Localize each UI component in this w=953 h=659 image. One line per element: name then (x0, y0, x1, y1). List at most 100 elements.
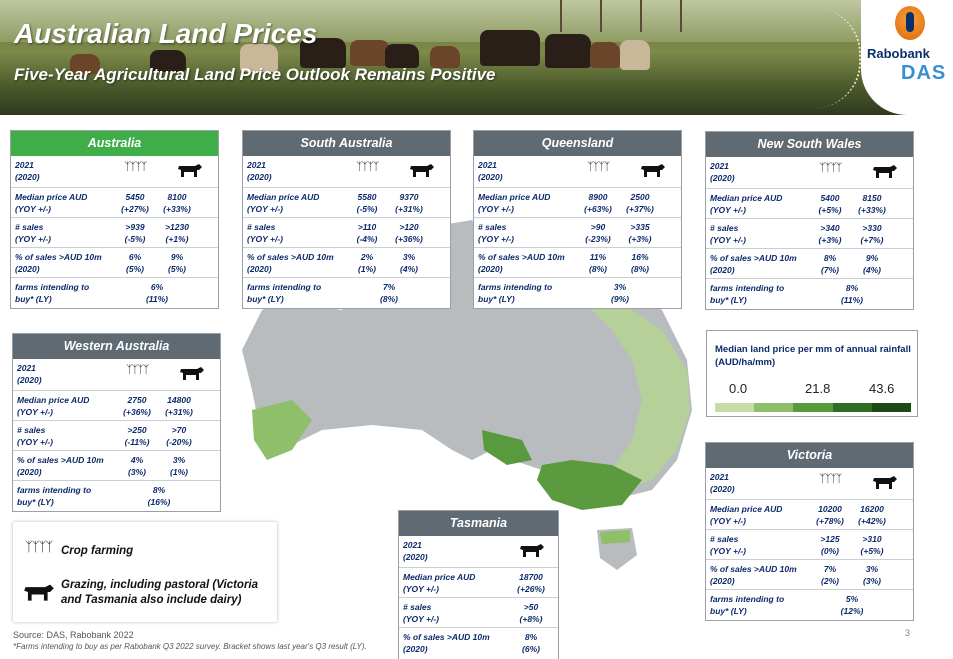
tasmania-north (600, 530, 630, 544)
crop-value: 10200 (818, 504, 842, 514)
grazing-change: (-20%) (166, 437, 192, 447)
crop-change: (+78%) (816, 516, 844, 526)
cow-icon (873, 476, 897, 489)
eastern-belt (582, 290, 690, 490)
legend-color-scale (715, 403, 912, 412)
pct-sales-row: % of sales >AUD 10m (2020) 8% (6%) (399, 627, 558, 657)
farms-row: farms intending to buy* (LY) 7% (8%) (243, 277, 450, 307)
grazing-change: (6%) (522, 644, 540, 654)
cow-photo (590, 42, 620, 68)
row-sublabel: (YOY +/-) (710, 205, 746, 215)
cow-icon (410, 164, 434, 177)
fence-post (680, 0, 682, 32)
sw-wa-region (252, 400, 312, 460)
page-title: Australian Land Prices (14, 18, 318, 49)
row-label: % of sales >AUD 10m (710, 564, 797, 574)
row-sublabel: (YOY +/-) (403, 614, 439, 624)
row-sublabel: (YOY +/-) (710, 546, 746, 556)
farms-value: 3% (613, 282, 627, 292)
victoria-region (537, 460, 642, 510)
legend-swatch (754, 403, 794, 412)
crop-value: 5450 (125, 192, 145, 202)
farms-last-year: (8%) (380, 294, 398, 304)
row-label: Median price AUD (710, 504, 783, 514)
card-year-row: 2021 (2020) ᛉᛉᛉᛉ (474, 156, 681, 187)
crop-change: (+63%) (584, 204, 612, 214)
crop-change: (-4%) (356, 234, 378, 244)
card-victoria: Victoria 2021 (2020) ᛉᛉᛉᛉ Median price AU… (705, 442, 914, 621)
median-price-row: Median price AUD (YOY +/-) 18700 (+26%) (399, 567, 558, 597)
year-label: 2021 (710, 161, 729, 171)
cow-icon (180, 367, 204, 380)
row-label: # sales (710, 223, 739, 233)
pct-sales-row: % of sales >AUD 10m (2020) 8% (7%) 9% (4%) (706, 248, 913, 278)
row-sublabel: (2020) (15, 264, 40, 274)
key-grazing-line2: and Tasmania also include dairy) (61, 594, 242, 606)
row-sublabel: (YOY +/-) (247, 204, 283, 214)
farms-value: 5% (845, 594, 859, 604)
crop-change: (+5%) (818, 205, 842, 215)
grazing-change: (4%) (863, 265, 881, 275)
row-sublabel: buy* (LY) (710, 606, 747, 616)
pct-sales-row: % of sales >AUD 10m (2020) 4% (3%) 3% (1%) (13, 450, 220, 480)
grazing-value: 2500 (630, 192, 650, 202)
grazing-value: >70 (171, 425, 187, 435)
cow-photo (545, 34, 591, 68)
row-label: Median price AUD (247, 192, 320, 202)
header-banner: Australian Land Prices Five-Year Agricul… (0, 0, 953, 115)
key-grazing-line1: Grazing, including pastoral (Victoria (61, 579, 259, 591)
row-label: # sales (247, 222, 276, 232)
card-year-row: 2021 (2020) (399, 536, 558, 567)
row-label: farms intending to (478, 282, 553, 292)
median-price-row: Median price AUD (YOY +/-) 8900 (+63%) 2500 (… (474, 187, 681, 217)
key-grazing-label: Grazing, including pastoral (Victoria and… (61, 578, 258, 608)
median-price-row: Median price AUD (YOY +/-) 5400 (+5%) 8150 (+… (706, 188, 913, 218)
crop-change: (-5%) (124, 234, 146, 244)
grazing-value: 9% (170, 252, 184, 262)
cow-photo (150, 50, 186, 72)
row-sublabel: (2020) (403, 644, 428, 654)
row-sublabel: (YOY +/-) (17, 437, 53, 447)
year-label: 2021 (247, 160, 266, 170)
legend-swatch (832, 403, 872, 412)
median-price-row: Median price AUD (YOY +/-) 2750 (+36%) 14800… (13, 390, 220, 420)
card-title: Tasmania (399, 511, 558, 536)
grazing-change: (+1%) (165, 234, 189, 244)
wheat-icon: ᛉᛉᛉᛉ (124, 161, 147, 173)
row-label: % of sales >AUD 10m (478, 252, 565, 262)
crop-value: >125 (820, 534, 840, 544)
card-queensland: Queensland 2021 (2020) ᛉᛉᛉᛉ Median price … (473, 130, 682, 309)
cow-icon (178, 164, 202, 177)
crop-value: 5400 (820, 193, 840, 203)
grazing-change: (5%) (168, 264, 186, 274)
card-new-south-wales: New South Wales 2021 (2020) ᛉᛉᛉᛉ Median p… (705, 131, 914, 310)
farms-row: farms intending to buy* (LY) 5% (12%) (706, 589, 913, 619)
row-label: farms intending to (710, 594, 785, 604)
row-sublabel: (YOY +/-) (710, 516, 746, 526)
card-title: Australia (11, 131, 218, 156)
sales-row: # sales (YOY +/-) >939 (-5%) >1230 (+1%) (11, 217, 218, 247)
grazing-value: 18700 (519, 572, 543, 582)
cow-photo (480, 30, 540, 66)
median-price-row: Median price AUD (YOY +/-) 10200 (+78%) 1620… (706, 499, 913, 529)
pct-sales-row: % of sales >AUD 10m (2020) 11% (8%) 16% (8%) (474, 247, 681, 277)
row-sublabel: (2020) (478, 264, 503, 274)
grazing-change: (+31%) (165, 407, 193, 417)
cow-photo (385, 44, 419, 68)
row-label: % of sales >AUD 10m (403, 632, 490, 642)
grazing-change: (1%) (170, 467, 188, 477)
row-sublabel: (YOY +/-) (17, 407, 53, 417)
card-title: South Australia (243, 131, 450, 156)
prev-year-label: (2020) (403, 552, 428, 562)
row-label: # sales (478, 222, 507, 232)
legend-title: Median land price per mm of annual rainf… (715, 344, 911, 368)
row-label: # sales (17, 425, 46, 435)
crop-change: (-11%) (124, 437, 150, 447)
grazing-change: (3%) (863, 576, 881, 586)
crop-change: (0%) (821, 546, 839, 556)
crop-change: (+27%) (121, 204, 149, 214)
row-sublabel: (2020) (247, 264, 272, 274)
row-sublabel: buy* (LY) (247, 294, 284, 304)
prev-year-label: (2020) (15, 172, 40, 182)
grazing-change: (+42%) (858, 516, 886, 526)
